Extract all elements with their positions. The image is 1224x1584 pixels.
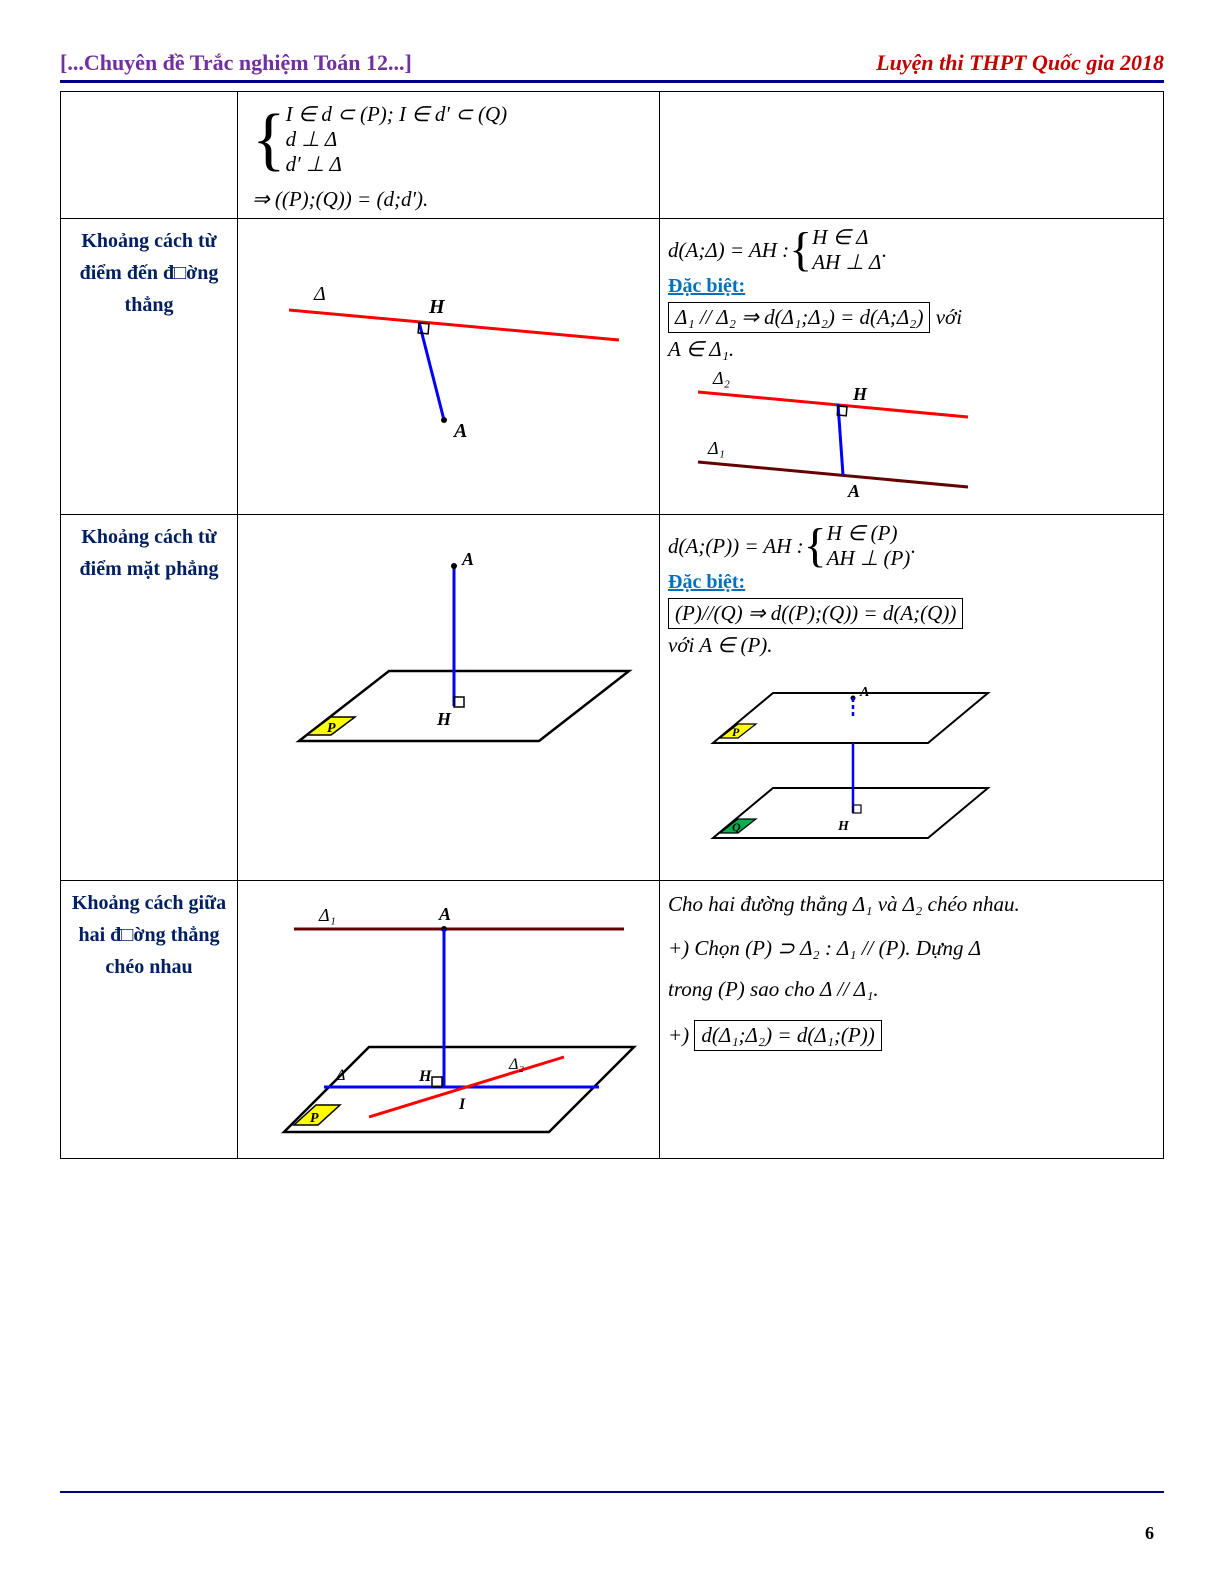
math-line: AH ⊥ (P) bbox=[827, 546, 911, 570]
text: +) bbox=[668, 1023, 694, 1047]
diagram-label: I bbox=[458, 1096, 466, 1113]
row-label: Khoảng cách từ điểm đến đ□ờng thẳng bbox=[61, 219, 238, 515]
math-line: d ⊥ Δ bbox=[286, 127, 338, 151]
math-line: I ∈ d ⊂ (P); I ∈ d′ ⊂ (Q) bbox=[286, 102, 508, 126]
diagram-label: P bbox=[732, 725, 740, 739]
diagram-label: Q bbox=[732, 820, 741, 834]
diagram-label: A bbox=[859, 685, 869, 700]
table-row: { I ∈ d ⊂ (P); I ∈ d′ ⊂ (Q) d ⊥ Δ d′ ⊥ Δ… bbox=[61, 92, 1164, 219]
formula: d(A;Δ) = AH : bbox=[668, 238, 789, 263]
diagram-parallel-lines: Δ₂ Δ₁ H A bbox=[668, 362, 988, 502]
diagram-label: H bbox=[837, 819, 850, 834]
diagram-point-to-line: Δ H A bbox=[259, 225, 639, 455]
table-row: Khoảng cách giữa hai đ□ờng thẳng chéo nh… bbox=[61, 881, 1164, 1159]
text: +) Chọn (P) ⊃ Δ₂ : Δ₁ // (P). Dựng Δ bbox=[668, 931, 1155, 967]
diagram-label: P bbox=[327, 721, 336, 736]
header-right-title: Luyện thi THPT Quốc gia 2018 bbox=[876, 50, 1164, 76]
diagram-label: Δ₂ bbox=[508, 1056, 524, 1073]
text: với bbox=[936, 305, 962, 329]
row-diagram: Δ H A bbox=[238, 219, 660, 515]
diagram-label: A bbox=[461, 549, 474, 569]
diagram-label: Δ bbox=[313, 283, 326, 305]
page-number: 6 bbox=[60, 1493, 1164, 1544]
text: A ∈ Δ₁. bbox=[668, 337, 1155, 362]
page-header: [...Chuyên đề Trắc nghiệm Toán 12...] Lu… bbox=[60, 50, 1164, 83]
row-middle: { I ∈ d ⊂ (P); I ∈ d′ ⊂ (Q) d ⊥ Δ d′ ⊥ Δ… bbox=[238, 92, 660, 219]
diagram-label: H bbox=[852, 384, 868, 404]
boxed-formula: (P)//(Q) ⇒ d((P);(Q)) = d(A;(Q)) bbox=[668, 598, 963, 629]
diagram-label: A bbox=[847, 481, 860, 501]
diagram-label: Δ₁ bbox=[318, 905, 336, 925]
row-right: Cho hai đường thẳng Δ₁ và Δ₂ chéo nhau. … bbox=[660, 881, 1164, 1159]
boxed-formula: d(Δ₁;Δ₂) = d(Δ₁;(P)) bbox=[694, 1020, 881, 1051]
special-heading: Đặc biệt: bbox=[668, 571, 1155, 594]
math-line: H ∈ (P) bbox=[827, 521, 898, 545]
row-label: Khoảng cách từ điểm mặt phẳng bbox=[61, 515, 238, 881]
row-label: Khoảng cách giữa hai đ□ờng thẳng chéo nh… bbox=[61, 881, 238, 1159]
row-label bbox=[61, 92, 238, 219]
diagram-label: H bbox=[436, 709, 452, 729]
diagram-label: P bbox=[310, 1111, 319, 1126]
diagram-label: A bbox=[452, 420, 467, 442]
math-line: ⇒ ((P);(Q)) = (d;d′). bbox=[252, 187, 651, 212]
diagram-label: Δ₁ bbox=[707, 438, 725, 458]
row-right: d(A;Δ) = AH : { H ∈ Δ AH ⊥ Δ . Đặc biệt:… bbox=[660, 219, 1164, 515]
table-row: Khoảng cách từ điểm đến đ□ờng thẳng Δ H … bbox=[61, 219, 1164, 515]
diagram-parallel-planes: P Q A H bbox=[668, 658, 1008, 868]
formula: d(A;(P)) = AH : bbox=[668, 534, 804, 559]
diagram-label: A bbox=[438, 904, 451, 924]
diagram-label: Δ₂ bbox=[712, 368, 730, 388]
row-diagram: Δ₁ A P Δ Δ₂ H I bbox=[238, 881, 660, 1159]
text: trong (P) sao cho Δ // Δ₁. bbox=[668, 972, 1155, 1008]
table-row: Khoảng cách từ điểm mặt phẳng P A H d(A;… bbox=[61, 515, 1164, 881]
diagram-label: H bbox=[418, 1068, 432, 1085]
row-right bbox=[660, 92, 1164, 219]
math-line: d′ ⊥ Δ bbox=[286, 152, 342, 176]
row-right: d(A;(P)) = AH : { H ∈ (P) AH ⊥ (P) . Đặc… bbox=[660, 515, 1164, 881]
diagram-label: H bbox=[428, 296, 446, 318]
content-table: { I ∈ d ⊂ (P); I ∈ d′ ⊂ (Q) d ⊥ Δ d′ ⊥ Δ… bbox=[60, 91, 1164, 1159]
header-left-title: [...Chuyên đề Trắc nghiệm Toán 12...] bbox=[60, 50, 412, 76]
math-line: H ∈ Δ bbox=[812, 225, 868, 249]
row-diagram: P A H bbox=[238, 515, 660, 881]
special-heading: Đặc biệt: bbox=[668, 275, 1155, 298]
diagram-skew-lines: Δ₁ A P Δ Δ₂ H I bbox=[254, 887, 644, 1147]
boxed-formula: Δ₁ // Δ₂ ⇒ d(Δ₁;Δ₂) = d(A;Δ₂) bbox=[668, 302, 930, 333]
text: Cho hai đường thẳng Δ₁ và Δ₂ chéo nhau. bbox=[668, 887, 1155, 923]
text: với A ∈ (P). bbox=[668, 633, 1155, 658]
diagram-label: Δ bbox=[335, 1067, 345, 1084]
diagram-point-to-plane: P A H bbox=[259, 521, 639, 781]
math-line: AH ⊥ Δ bbox=[812, 250, 881, 274]
